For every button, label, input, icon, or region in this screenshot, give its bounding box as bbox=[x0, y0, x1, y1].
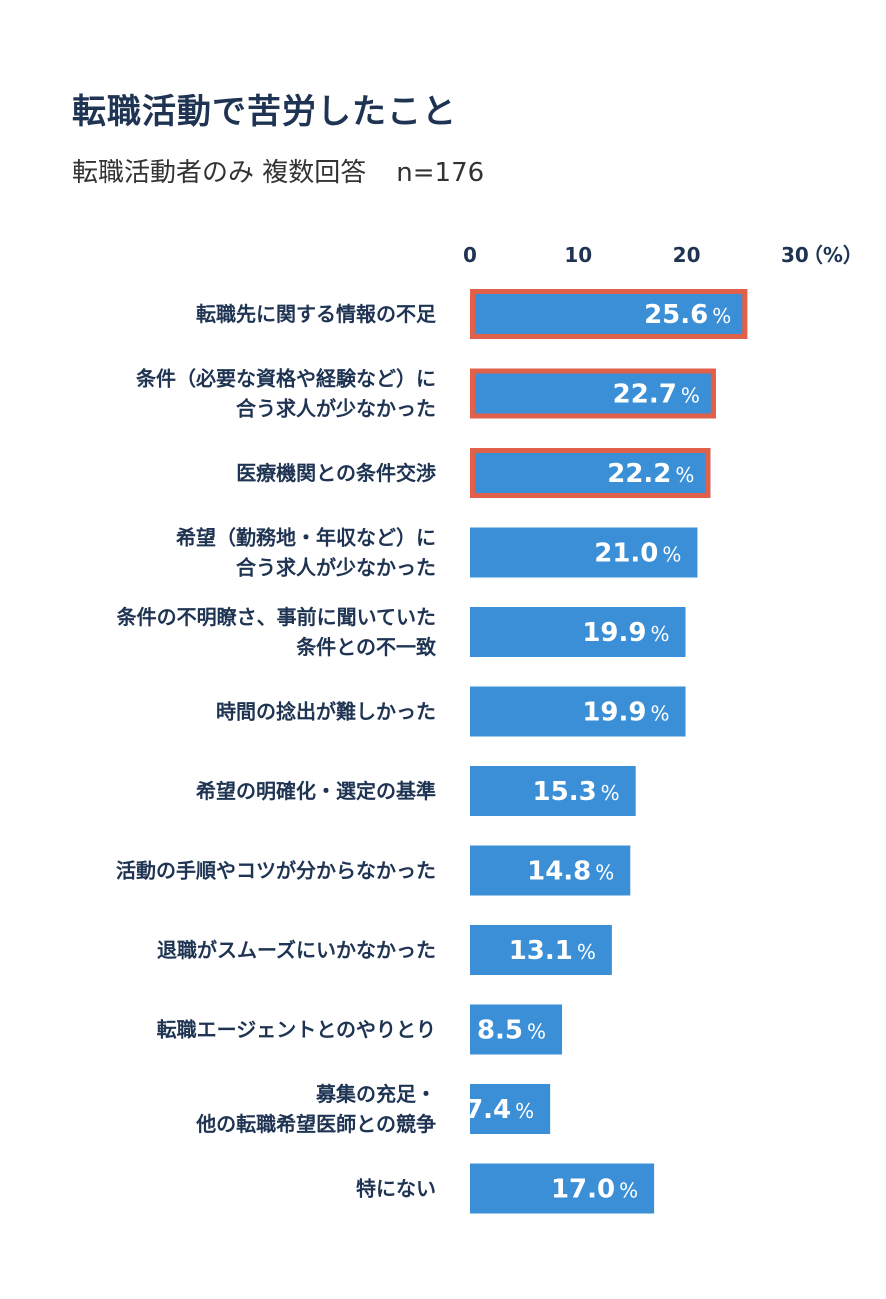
category-label: 特にない bbox=[356, 1177, 436, 1201]
bar-value-label: 22.7% bbox=[613, 380, 700, 410]
bar bbox=[470, 368, 716, 419]
category-label: 活動の手順やコツが分からなかった bbox=[116, 859, 436, 883]
chart-title: 転職活動で苦労したこと bbox=[72, 92, 457, 132]
x-unit-label: （%） bbox=[803, 243, 863, 267]
category-label: 条件（必要な資格や経験など）に合う求人が少なかった bbox=[136, 367, 436, 421]
bar-value-label: 19.9% bbox=[582, 618, 669, 648]
bar bbox=[470, 766, 636, 816]
bar bbox=[470, 845, 631, 896]
chart-subtitle: 転職活動者のみ 複数回答 n=176 bbox=[72, 152, 484, 189]
sample-size: n=176 bbox=[396, 158, 485, 188]
bar bbox=[470, 1004, 563, 1055]
category-label: 希望（勤務地・年収など）に合う求人が少なかった bbox=[176, 526, 436, 580]
x-tick-label: 20 bbox=[673, 243, 701, 267]
category-label: 医療機関との条件交渉 bbox=[236, 461, 436, 485]
bar-value-label: 8.5% bbox=[477, 1016, 546, 1046]
bar bbox=[470, 1084, 551, 1134]
category-label: 希望の明確化・選定の基準 bbox=[196, 779, 436, 803]
category-label: 募集の充足・他の転職希望医師との競争 bbox=[195, 1082, 436, 1136]
bar bbox=[470, 527, 698, 578]
category-label: 転職先に関する情報の不足 bbox=[196, 302, 437, 326]
bar bbox=[470, 686, 686, 737]
x-tick-label: 0 bbox=[463, 243, 477, 267]
bar bbox=[470, 925, 612, 975]
bar-value-label: 14.8% bbox=[527, 857, 614, 887]
bar-highlight-border bbox=[470, 368, 716, 419]
bar bbox=[470, 607, 686, 657]
bar-value-label: 21.0% bbox=[594, 539, 681, 569]
bar-value-label: 13.1% bbox=[509, 936, 596, 966]
bar bbox=[470, 1163, 655, 1214]
bar-highlight-border bbox=[470, 289, 748, 339]
bar bbox=[470, 448, 711, 498]
category-label: 退職がスムーズにいかなかった bbox=[157, 938, 436, 962]
bar-value-label: 7.4% bbox=[465, 1095, 534, 1125]
bar-value-label: 19.9% bbox=[582, 698, 669, 728]
bar bbox=[470, 289, 748, 339]
bar-value-label: 22.2% bbox=[607, 459, 694, 489]
bar-value-label: 17.0% bbox=[551, 1175, 638, 1205]
x-tick-label: 30 bbox=[781, 243, 809, 267]
bar-value-label: 25.6% bbox=[644, 300, 731, 330]
bar-value-label: 15.3% bbox=[533, 777, 620, 807]
category-label: 転職エージェントとのやりとり bbox=[157, 1018, 436, 1042]
bar-highlight-border bbox=[470, 448, 711, 498]
category-label: 時間の捻出が難しかった bbox=[216, 700, 436, 724]
x-tick-label: 10 bbox=[564, 243, 592, 267]
subtitle-text: 転職活動者のみ 複数回答 bbox=[72, 158, 367, 188]
category-label: 条件の不明瞭さ、事前に聞いていた条件との不一致 bbox=[117, 605, 437, 659]
